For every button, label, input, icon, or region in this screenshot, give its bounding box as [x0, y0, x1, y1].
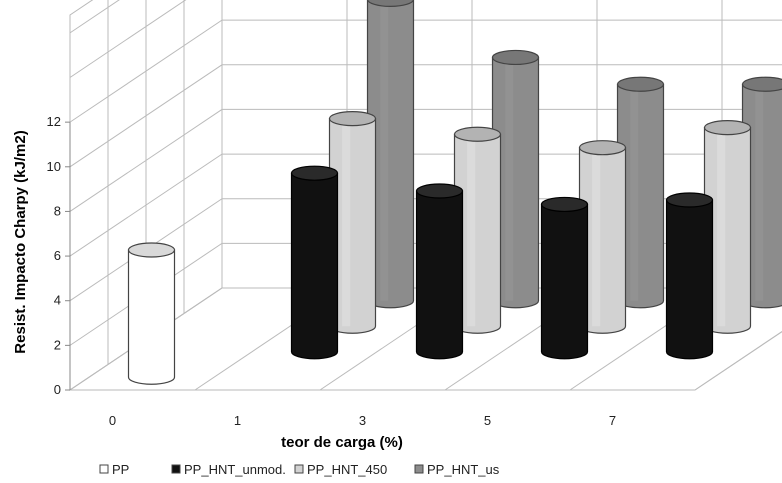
bar-body	[665, 199, 714, 360]
bar-highlight	[467, 134, 476, 327]
legend-label: PP	[112, 462, 129, 477]
legend-item: PP_HNT_us	[414, 462, 500, 477]
legend-swatch	[414, 464, 424, 474]
y-tick-label: 8	[54, 203, 61, 218]
bar-body	[127, 249, 176, 385]
y-axis-title: Resist. Impacto Charpy (kJ/m2)	[12, 130, 29, 353]
bar-PP_HNT_unmod.-5	[540, 196, 589, 360]
bar-top	[328, 111, 377, 127]
bar-top	[741, 76, 782, 92]
legend-swatch	[171, 464, 181, 474]
bar-top	[415, 183, 464, 199]
bar-top	[703, 119, 752, 136]
bar-top	[616, 76, 665, 92]
y-tick-label: 6	[54, 248, 61, 263]
gridline-horizontal	[69, 0, 187, 78]
legend-label: PP_HNT_450	[307, 462, 387, 477]
bar-highlight	[505, 57, 514, 301]
bar-highlight	[380, 0, 389, 301]
bar-PP_HNT_450-5	[578, 140, 627, 334]
bar-highlight	[342, 118, 351, 327]
y-tick-label: 0	[54, 382, 61, 397]
bar-body	[415, 190, 464, 360]
legend-item: PP_HNT_450	[294, 462, 387, 477]
bar-top	[491, 49, 540, 66]
bar-PP_HNT_us-7	[741, 76, 782, 309]
bar-PP_HNT_us-1	[366, 0, 415, 309]
bar-top	[578, 140, 627, 156]
bar-PP-0	[127, 242, 176, 385]
bar-highlight	[141, 250, 150, 378]
bar-highlight	[717, 127, 726, 327]
y-tick-label: 4	[54, 293, 61, 308]
y-tick-label: 12	[47, 114, 61, 129]
legend: PP PP_HNT_unmod. PP_HNT_450 PP_HNT_us	[99, 462, 500, 477]
bar-highlight	[592, 147, 601, 327]
x-tick-label: 1	[234, 413, 241, 428]
y-tick-label: 2	[54, 337, 61, 352]
x-tick-label: 7	[609, 413, 616, 428]
bar-top	[290, 165, 339, 181]
bar-top	[366, 0, 415, 8]
legend-swatch	[294, 464, 304, 474]
bar-body	[290, 172, 339, 360]
bar-top	[540, 196, 589, 213]
bar-PP_HNT_unmod.-1	[290, 165, 339, 360]
legend-label: PP_HNT_us	[427, 462, 500, 477]
bar-highlight	[755, 84, 764, 301]
bars	[127, 0, 782, 385]
bar-PP_HNT_us-5	[616, 76, 665, 309]
x-tick-label: 3	[359, 413, 366, 428]
bar-top	[453, 126, 502, 142]
x-tick-label: 0	[109, 413, 116, 428]
bar-body	[540, 203, 589, 360]
floor-line	[694, 331, 782, 391]
legend-swatch	[99, 464, 109, 474]
bar-highlight	[630, 84, 639, 301]
x-axis-title: teor de carga (%)	[281, 434, 403, 451]
bar-PP_HNT_unmod.-7	[665, 192, 714, 360]
bar-top	[127, 242, 176, 258]
legend-item: PP	[99, 462, 129, 477]
bar-PP_HNT_450-3	[453, 126, 502, 334]
bar-PP_HNT_450-7	[703, 119, 752, 334]
y-tick-label: 10	[47, 159, 61, 174]
y-axis: 0 2 4 6 8 10 12	[47, 114, 71, 397]
x-axis: 0 1 3 5 7	[109, 413, 616, 428]
legend-label: PP_HNT_unmod.	[184, 462, 286, 477]
x-tick-label: 5	[484, 413, 491, 428]
bar-PP_HNT_450-1	[328, 111, 377, 334]
bar-top	[665, 192, 714, 208]
bar-PP_HNT_unmod.-3	[415, 183, 464, 360]
legend-item: PP_HNT_unmod.	[171, 462, 286, 477]
